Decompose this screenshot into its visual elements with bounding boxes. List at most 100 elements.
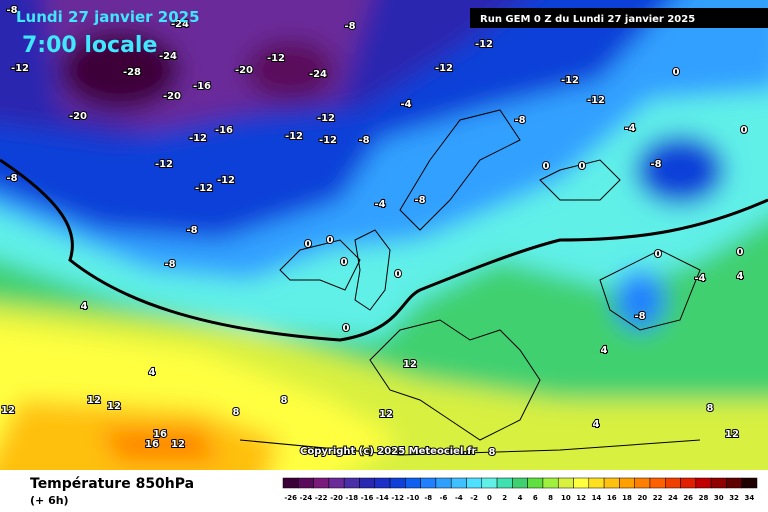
- contour-label: -20: [235, 65, 253, 76]
- scale-swatch: [328, 477, 345, 489]
- scale-swatch: [374, 477, 391, 489]
- contour-label: 0: [305, 239, 312, 250]
- contour-label: 0: [737, 247, 744, 258]
- contour-label: -8: [6, 173, 17, 184]
- scale-swatch: [573, 477, 590, 489]
- scale-label: -24: [300, 494, 313, 502]
- date: Lundi 27 janvier 2025: [16, 8, 200, 26]
- temperature-field: [0, 0, 768, 470]
- scale-label: -6: [440, 494, 448, 502]
- run: Run GEM 0 Z du Lundi 27 janvier 2025: [480, 14, 695, 25]
- scale-label: -8: [424, 494, 432, 502]
- time: 7:00 locale: [22, 33, 157, 58]
- scale-swatch: [619, 477, 635, 489]
- contour-label: -8: [358, 135, 369, 146]
- scale-swatch: [450, 477, 467, 489]
- scale-label: 28: [699, 494, 709, 502]
- copyright: Copyright (c) 2025 Meteociel.fr: [300, 446, 477, 457]
- scale-swatch: [665, 477, 681, 489]
- contour-label: -8: [650, 159, 661, 170]
- contour-label: -12: [217, 175, 235, 186]
- contour-label: -8: [186, 225, 197, 236]
- contour-label: -16: [215, 125, 233, 136]
- scale-swatch: [603, 477, 620, 489]
- contour-label: -4: [694, 273, 705, 284]
- scale-swatch: [405, 477, 421, 489]
- scale-swatch: [726, 477, 742, 489]
- scale-label: 0: [487, 494, 492, 502]
- contour-label: 4: [81, 301, 88, 312]
- contour-label: 0: [395, 269, 402, 280]
- scale-label: -18: [345, 494, 358, 502]
- scale-label: -16: [361, 494, 374, 502]
- contour-label: 12: [171, 439, 185, 450]
- footer: Température 850hPa (+ 6h) -26 -24 -22 -20 -1…: [30, 476, 758, 507]
- contour-label: 0: [741, 125, 748, 136]
- scale-swatch: [741, 477, 758, 489]
- contour-label: 4: [601, 345, 608, 356]
- scale-label: 8: [548, 494, 553, 502]
- contour-label: 4: [593, 419, 600, 430]
- scale-swatch: [557, 477, 574, 489]
- scale-label: 26: [683, 494, 693, 502]
- contour-label: -8: [164, 259, 175, 270]
- scale-swatch: [389, 477, 406, 489]
- contour-label: 0: [343, 323, 350, 334]
- contour-label: -4: [400, 99, 411, 110]
- scale-swatch: [343, 477, 360, 489]
- contour-label: -12: [561, 75, 579, 86]
- scale-label: 32: [729, 494, 739, 502]
- scale-swatch: [481, 477, 498, 489]
- contour-label: -12: [195, 183, 213, 194]
- scale-swatch: [420, 477, 437, 489]
- contour-label: 8: [707, 403, 714, 414]
- scale-label: 14: [592, 494, 602, 502]
- scale-label: 22: [653, 494, 663, 502]
- contour-label: 8: [489, 447, 496, 458]
- contour-label: -12: [189, 133, 207, 144]
- contour-label: 12: [1, 405, 15, 416]
- scale-label: -20: [330, 494, 343, 502]
- contour-label: -8: [514, 115, 525, 126]
- scale-label: 4: [518, 494, 523, 502]
- contour-label: 12: [107, 401, 121, 412]
- contour-label: -24: [159, 51, 177, 62]
- contour-label: -20: [69, 111, 87, 122]
- scale-label: 18: [622, 494, 632, 502]
- scale-swatch: [313, 477, 330, 489]
- scale-label: 16: [607, 494, 617, 502]
- contour-label: 12: [87, 395, 101, 406]
- contour-label: -4: [624, 123, 635, 134]
- contour-labels: -24 -24 -28 -20 -16 -20 -12 -8 -20 -12 -24 -8 -12 -12…: [0, 4, 748, 459]
- contour-label: -12: [155, 159, 173, 170]
- scale-label: 30: [714, 494, 724, 502]
- contour-label: 12: [725, 429, 739, 440]
- scale-label: 24: [668, 494, 678, 502]
- scale-label: 20: [637, 494, 647, 502]
- scale-swatch: [588, 477, 605, 489]
- contour-label: -12: [435, 63, 453, 74]
- scale-label: 12: [576, 494, 586, 502]
- contour-label: -12: [587, 95, 605, 106]
- scale-swatch: [542, 477, 559, 489]
- scale-swatch: [649, 477, 666, 489]
- contour-label: -8: [6, 5, 17, 16]
- contour-label: 8: [281, 395, 288, 406]
- coastlines: [239, 109, 701, 456]
- contour-label: 0: [673, 67, 680, 78]
- contour-label: 0: [579, 161, 586, 172]
- contour-label: -12: [11, 63, 29, 74]
- scale-swatch: [282, 477, 299, 489]
- contour-label: -12: [475, 39, 493, 50]
- map: -24 -24 -28 -20 -16 -20 -12 -8 -20 -12 -24 -8 -12 -12…: [0, 0, 768, 470]
- scale-swatch: [466, 477, 483, 489]
- scale-swatch: [695, 477, 712, 489]
- contour-label: 8: [233, 407, 240, 418]
- scale-label: 2: [502, 494, 507, 502]
- contour-label: -28: [123, 67, 141, 78]
- contour-label: 0: [341, 257, 348, 268]
- scale-swatch: [680, 477, 697, 489]
- contour-label: -24: [309, 69, 327, 80]
- zero-isotherm: [0, 158, 768, 342]
- scale-label: 10: [561, 494, 571, 502]
